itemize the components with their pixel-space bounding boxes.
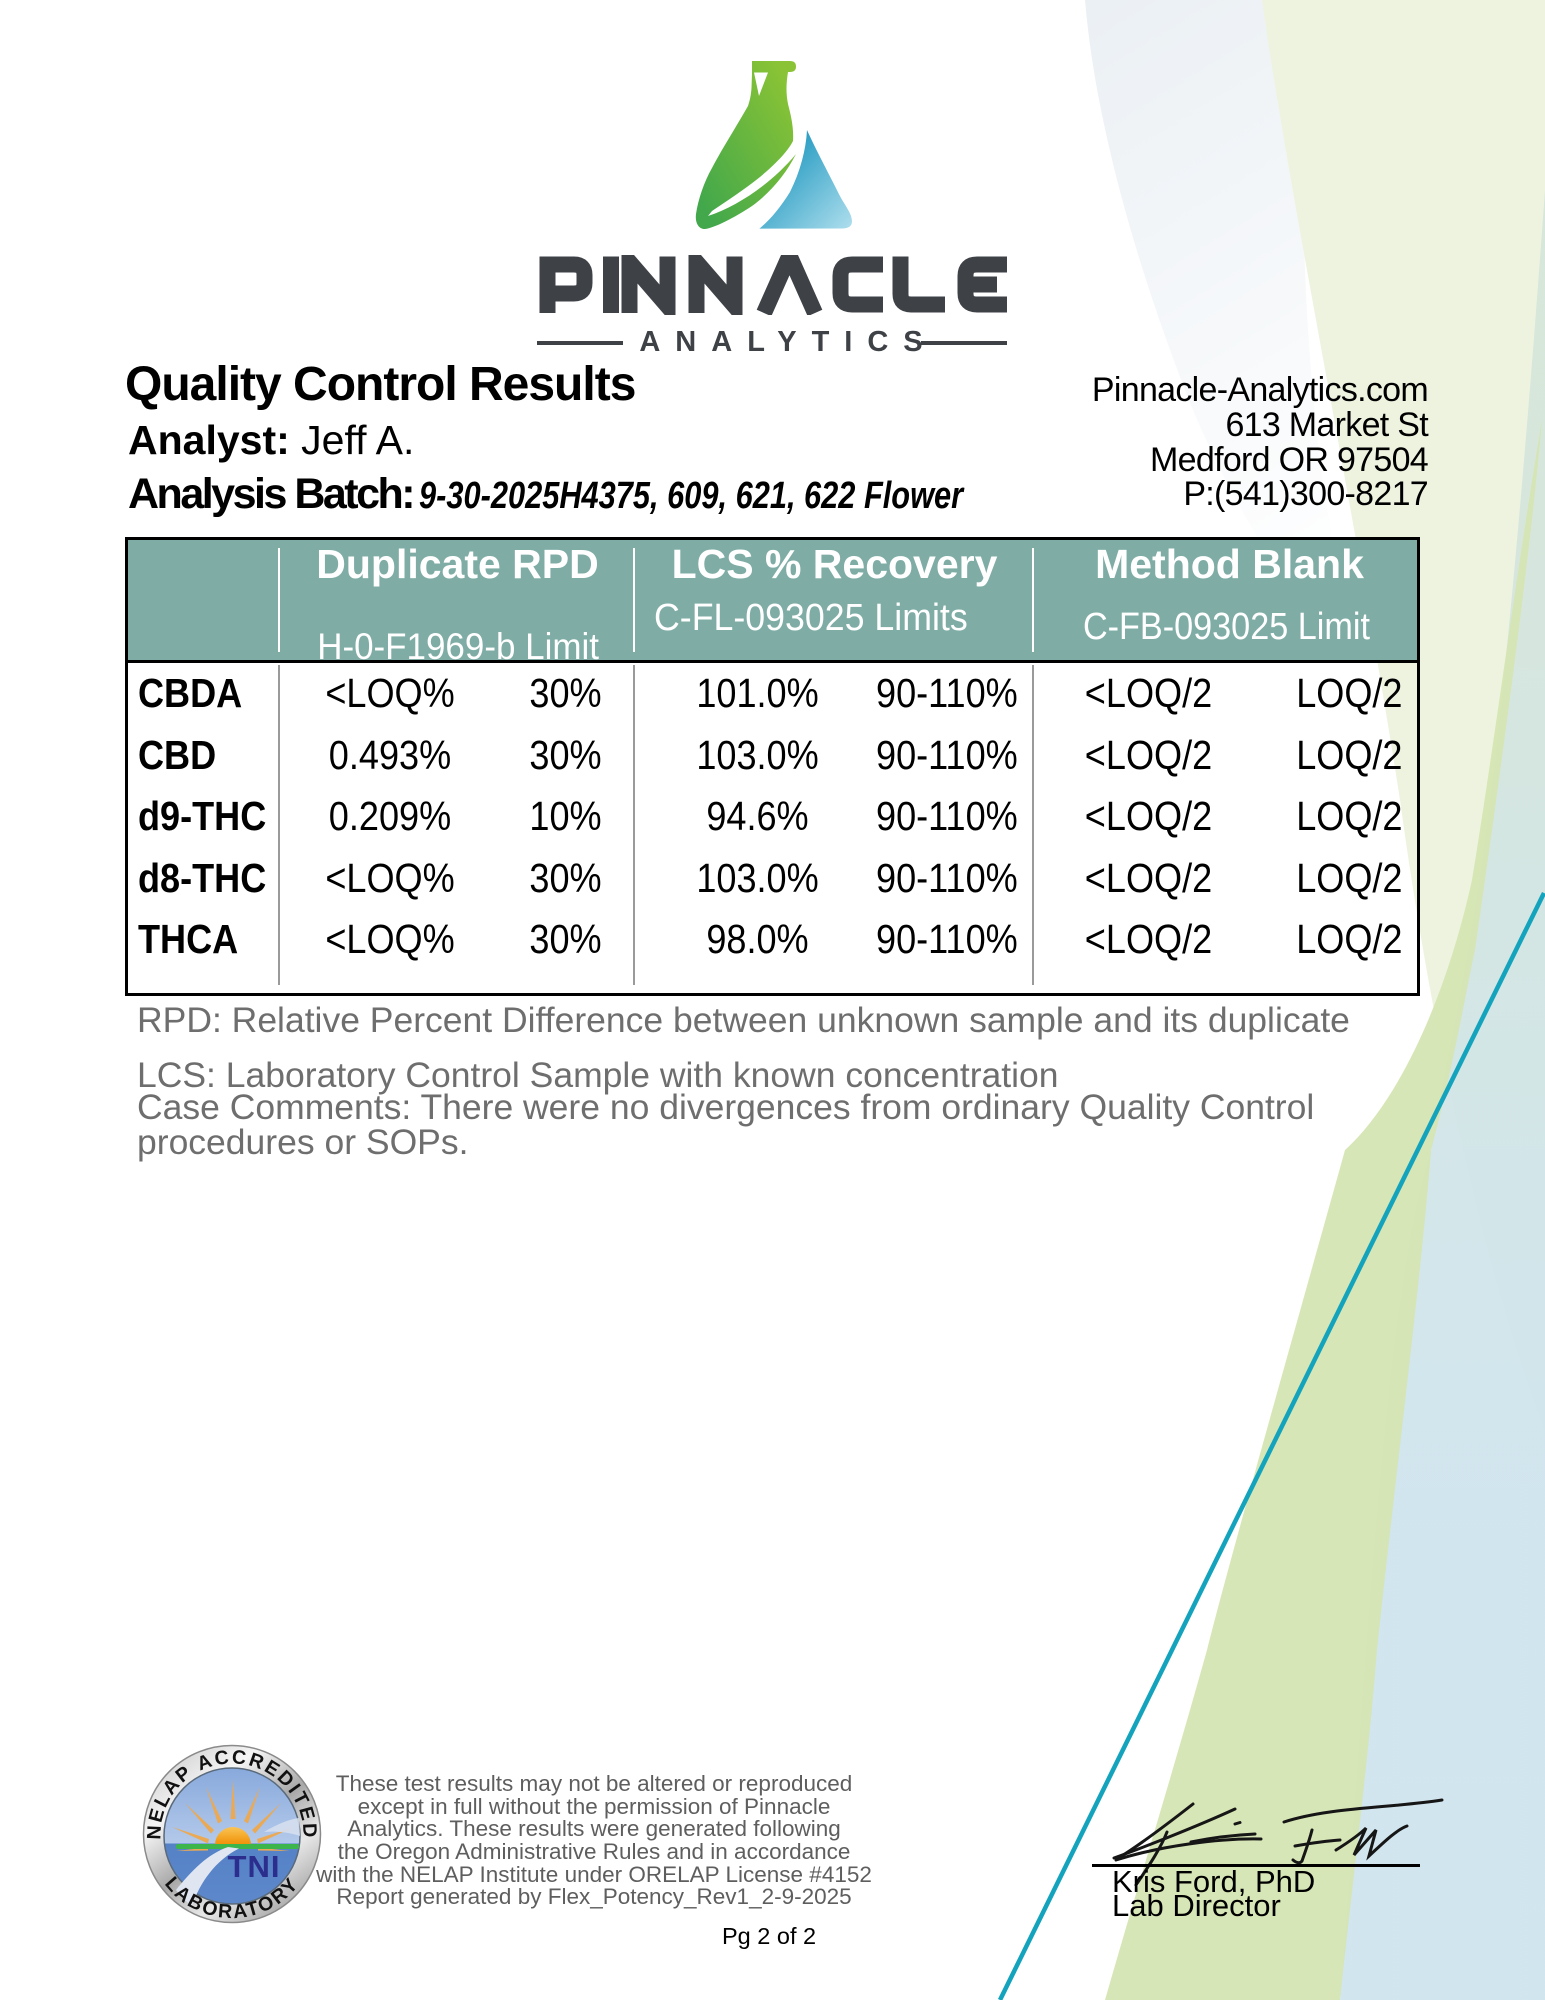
svg-text:TNI: TNI (228, 1849, 281, 1884)
